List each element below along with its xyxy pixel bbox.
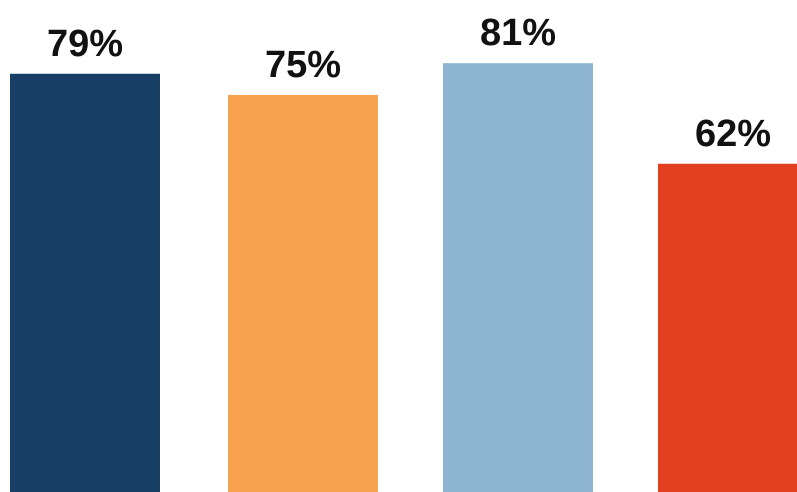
- bar-2: [228, 94, 378, 492]
- data-label-4: 62%: [695, 113, 771, 155]
- data-label-1: 79%: [47, 23, 123, 65]
- bar-3: [443, 63, 593, 492]
- data-label-3: 81%: [480, 12, 556, 54]
- bar-1: [10, 73, 160, 492]
- data-labels-group: 79% 75% 81% 62%: [47, 12, 771, 155]
- bar-4: [658, 163, 797, 492]
- bars-group: [10, 63, 797, 492]
- data-label-2: 75%: [265, 44, 341, 86]
